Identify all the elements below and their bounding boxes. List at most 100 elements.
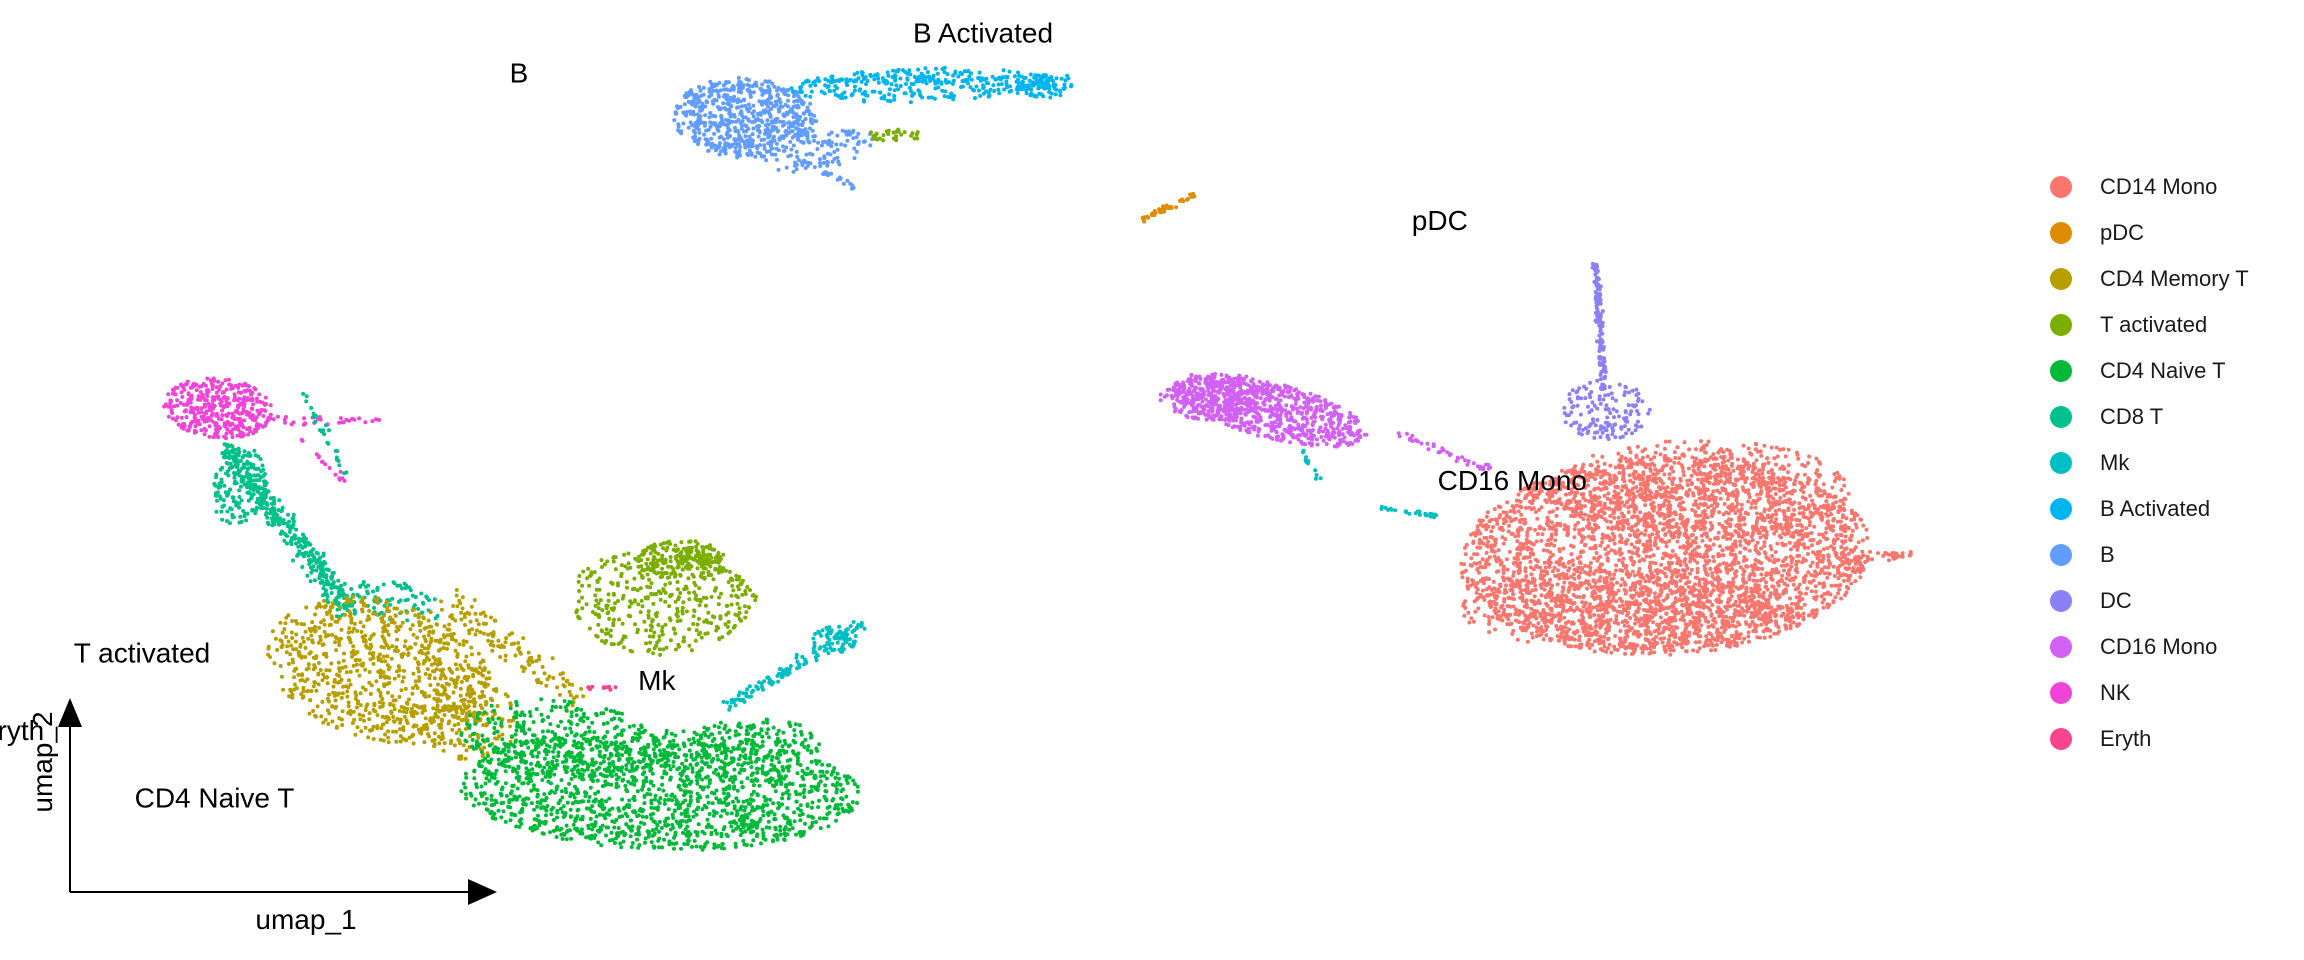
cell-point	[266, 417, 271, 422]
cell-point	[355, 725, 360, 730]
cell-point	[1062, 87, 1066, 91]
cell-point	[609, 580, 614, 585]
cell-point	[688, 564, 693, 569]
cell-point	[818, 161, 822, 165]
cell-point	[754, 834, 759, 839]
cell-point	[353, 732, 358, 737]
cell-point	[821, 140, 825, 144]
cell-point	[340, 588, 345, 592]
cell-point	[737, 610, 742, 615]
cell-point	[969, 77, 974, 82]
cell-point	[736, 83, 741, 87]
cell-point	[769, 141, 774, 146]
cell-point	[392, 707, 397, 712]
cell-point	[464, 654, 469, 659]
cell-point	[835, 133, 840, 138]
cell-point	[892, 94, 897, 98]
cell-point	[491, 632, 496, 637]
cell-point	[709, 825, 714, 830]
cell-point	[482, 667, 487, 672]
cell-point	[241, 509, 246, 513]
cell-point	[839, 796, 844, 801]
cell-point	[207, 434, 212, 439]
cell-point	[230, 411, 235, 416]
cell-point	[367, 728, 372, 733]
cell-point	[171, 388, 176, 393]
cell-point	[696, 127, 701, 132]
cell-point	[1037, 91, 1042, 96]
cell-point	[482, 631, 486, 636]
cell-point	[914, 132, 919, 137]
cell-point	[751, 126, 756, 131]
cell-point	[748, 588, 752, 592]
cell-point	[450, 670, 455, 675]
cell-point	[742, 604, 747, 609]
cell-point	[766, 104, 770, 109]
cell-point	[199, 406, 204, 411]
cell-point	[500, 785, 505, 790]
cell-point	[439, 722, 443, 727]
cell-point	[410, 691, 415, 696]
cell-point	[590, 757, 595, 762]
cell-point	[657, 845, 661, 850]
cell-point	[432, 669, 437, 674]
cell-point	[991, 83, 996, 88]
cell-point	[1034, 77, 1039, 82]
cell-point	[395, 637, 399, 642]
cell-point	[676, 124, 681, 129]
cell-point	[550, 656, 555, 661]
cell-point	[285, 644, 290, 649]
cell-point	[723, 151, 728, 156]
cell-point	[651, 651, 656, 656]
cell-point	[687, 597, 692, 602]
cell-point	[576, 579, 581, 584]
cell-point	[829, 140, 834, 145]
cell-point	[386, 735, 391, 740]
cell-point	[771, 838, 775, 843]
cell-point	[719, 149, 723, 154]
cell-point	[803, 93, 808, 98]
cell-point	[720, 842, 725, 846]
cell-point	[682, 102, 687, 107]
cell-point	[794, 167, 799, 172]
cell-point	[718, 614, 723, 619]
cell-point	[687, 781, 692, 786]
cell-point	[926, 95, 931, 100]
cell-point	[822, 154, 827, 159]
cell-point	[699, 635, 704, 640]
cell-point	[264, 506, 269, 511]
cell-point	[294, 647, 298, 652]
cell-point	[762, 794, 767, 799]
cell-point	[686, 99, 691, 104]
cell-point	[952, 94, 956, 98]
cell-point	[826, 84, 831, 89]
cell-point	[932, 96, 937, 101]
cell-point	[442, 713, 447, 717]
cell-point	[691, 814, 696, 819]
cell-point	[395, 583, 400, 588]
cell-point	[1142, 219, 1147, 224]
cell-point	[733, 844, 738, 849]
cell-point	[334, 457, 339, 462]
cell-point	[691, 614, 696, 619]
cell-point	[175, 403, 180, 408]
cell-point	[337, 691, 341, 696]
cell-point	[254, 505, 259, 510]
cell-point	[507, 632, 512, 637]
cell-point	[321, 652, 326, 657]
cell-point	[829, 144, 834, 149]
cell-point	[498, 655, 503, 659]
cell-point	[888, 99, 893, 104]
cell-point	[663, 582, 668, 587]
cell-point	[218, 484, 223, 489]
cell-point	[830, 159, 835, 164]
cell-point	[597, 615, 602, 620]
cell-point	[661, 546, 666, 551]
cell-point	[367, 717, 372, 722]
cell-point	[807, 140, 812, 145]
cell-point	[224, 414, 229, 418]
cell-point	[390, 694, 395, 699]
cell-point	[245, 511, 250, 516]
cell-point	[524, 776, 529, 781]
